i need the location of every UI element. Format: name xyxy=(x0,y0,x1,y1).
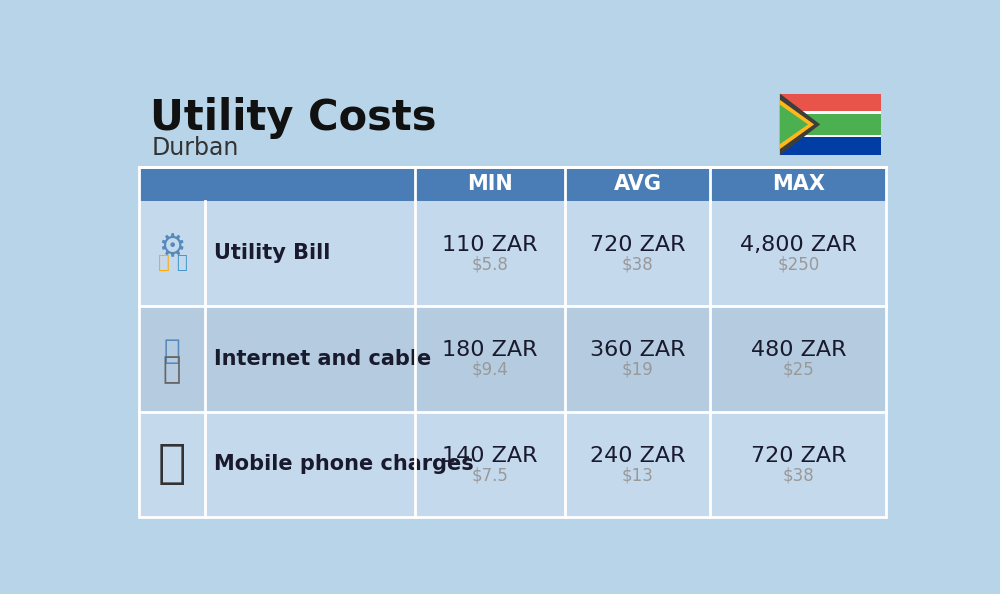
Text: 4,800 ZAR: 4,800 ZAR xyxy=(740,235,857,255)
Polygon shape xyxy=(780,100,814,149)
Text: MAX: MAX xyxy=(772,173,825,194)
Text: ⚙: ⚙ xyxy=(158,233,186,262)
Bar xyxy=(139,167,886,517)
Text: $38: $38 xyxy=(782,466,814,484)
Text: 720 ZAR: 720 ZAR xyxy=(590,235,685,255)
Text: 240 ZAR: 240 ZAR xyxy=(590,446,685,466)
Text: 140 ZAR: 140 ZAR xyxy=(442,446,538,466)
Bar xyxy=(139,201,886,306)
Text: AVG: AVG xyxy=(614,173,662,194)
Bar xyxy=(139,412,886,517)
FancyBboxPatch shape xyxy=(773,87,888,162)
Text: $7.5: $7.5 xyxy=(472,466,509,484)
Text: $9.4: $9.4 xyxy=(472,361,509,378)
Bar xyxy=(780,112,881,114)
Text: 📦: 📦 xyxy=(176,254,186,271)
Text: $25: $25 xyxy=(782,361,814,378)
Bar xyxy=(780,94,881,124)
Text: Internet and cable: Internet and cable xyxy=(214,349,431,369)
Text: 📱: 📱 xyxy=(158,442,186,487)
Text: $13: $13 xyxy=(622,466,654,484)
Text: 🖨: 🖨 xyxy=(163,355,181,384)
Bar xyxy=(139,167,886,201)
Text: 📶: 📶 xyxy=(164,337,180,365)
Text: MIN: MIN xyxy=(467,173,513,194)
Text: Utility Costs: Utility Costs xyxy=(150,97,436,140)
Text: $38: $38 xyxy=(622,255,654,273)
Bar xyxy=(780,135,881,137)
Text: 110 ZAR: 110 ZAR xyxy=(442,235,538,255)
Text: $5.8: $5.8 xyxy=(472,255,509,273)
Text: $19: $19 xyxy=(622,361,654,378)
Polygon shape xyxy=(780,105,808,144)
Bar xyxy=(780,124,881,155)
Text: 360 ZAR: 360 ZAR xyxy=(590,340,685,361)
Text: 720 ZAR: 720 ZAR xyxy=(751,446,846,466)
Text: 180 ZAR: 180 ZAR xyxy=(442,340,538,361)
Polygon shape xyxy=(780,94,820,155)
Bar xyxy=(780,114,881,135)
Bar xyxy=(139,306,886,412)
Text: Utility Bill: Utility Bill xyxy=(214,244,330,263)
Text: Durban: Durban xyxy=(151,136,239,160)
Text: Mobile phone charges: Mobile phone charges xyxy=(214,454,474,475)
Text: 🔌: 🔌 xyxy=(158,253,170,272)
Text: 480 ZAR: 480 ZAR xyxy=(751,340,846,361)
Text: $250: $250 xyxy=(777,255,819,273)
